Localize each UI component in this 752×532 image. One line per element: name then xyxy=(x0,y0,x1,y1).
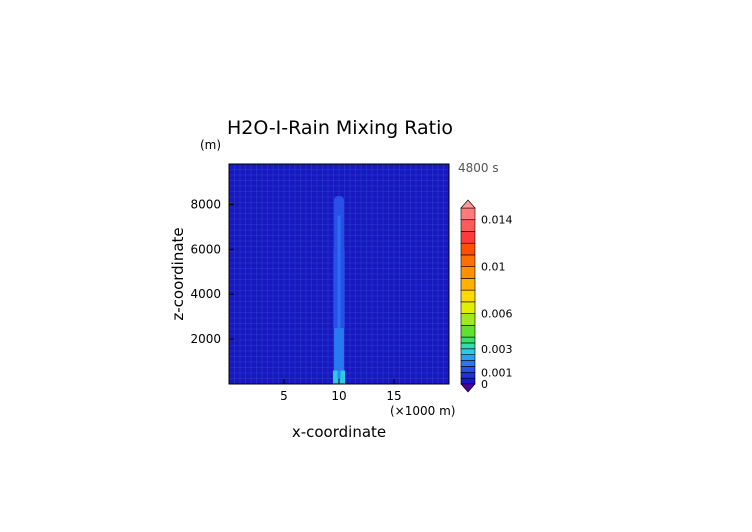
colorbar-over-triangle xyxy=(460,199,476,209)
x-tick-label: 10 xyxy=(331,389,346,403)
x-tick-label: 15 xyxy=(386,389,401,403)
rain-column xyxy=(332,195,346,384)
x-tick-label: 5 xyxy=(280,389,288,403)
y-axis-label: z-coordinate xyxy=(169,227,187,320)
colorbar-band xyxy=(460,377,476,385)
colorbar-band xyxy=(460,348,476,355)
colorbar-band xyxy=(460,219,476,232)
y-ticks: 2000 4000 6000 8000 xyxy=(190,197,234,346)
colorbar-band xyxy=(460,325,476,338)
y-tick-label: 8000 xyxy=(190,197,221,211)
rain-column-cap xyxy=(334,195,344,204)
colorbar-band xyxy=(460,266,476,279)
colorbar-band xyxy=(460,354,476,361)
colorbar-band xyxy=(460,242,476,256)
colorbar-band xyxy=(460,231,476,244)
y-tick-label: 2000 xyxy=(190,332,221,346)
colorbar-band xyxy=(460,301,476,314)
colorbar-label: 0.01 xyxy=(481,261,506,274)
colorbar-under-triangle xyxy=(460,383,476,393)
chart-title: H2O-I-Rain Mixing Ratio xyxy=(227,117,453,139)
y-unit-label: (m) xyxy=(200,138,221,152)
colorbar-band xyxy=(460,278,476,291)
colorbar-label: 0.006 xyxy=(481,308,513,321)
colorbar-label: 0.001 xyxy=(481,366,513,379)
colorbar-band xyxy=(460,254,476,267)
colorbar-band xyxy=(460,366,476,373)
rain-column-core xyxy=(337,215,341,380)
colorbar-band xyxy=(460,342,476,350)
colorbar-band xyxy=(460,289,476,303)
plot-area xyxy=(228,163,450,385)
x-unit-label: (×1000 m) xyxy=(390,404,455,418)
colorbar-band xyxy=(460,371,476,379)
x-ticks: 5 10 15 xyxy=(280,379,402,403)
colorbar: 00.001 0.003 0.006 0.01 0.014 xyxy=(460,199,513,393)
colorbar-label: 0 xyxy=(481,378,488,391)
colorbar-band xyxy=(460,360,476,367)
colorbar-label: 0.014 xyxy=(481,214,513,227)
colorbar-band xyxy=(460,336,476,344)
colorbar-label: 0.003 xyxy=(481,343,513,356)
colorbar-band xyxy=(460,207,476,221)
x-axis-label: x-coordinate xyxy=(292,423,386,441)
y-tick-label: 6000 xyxy=(190,242,221,256)
y-tick-label: 4000 xyxy=(190,287,221,301)
colorbar-band xyxy=(460,313,476,326)
time-label: 4800 s xyxy=(458,161,499,175)
